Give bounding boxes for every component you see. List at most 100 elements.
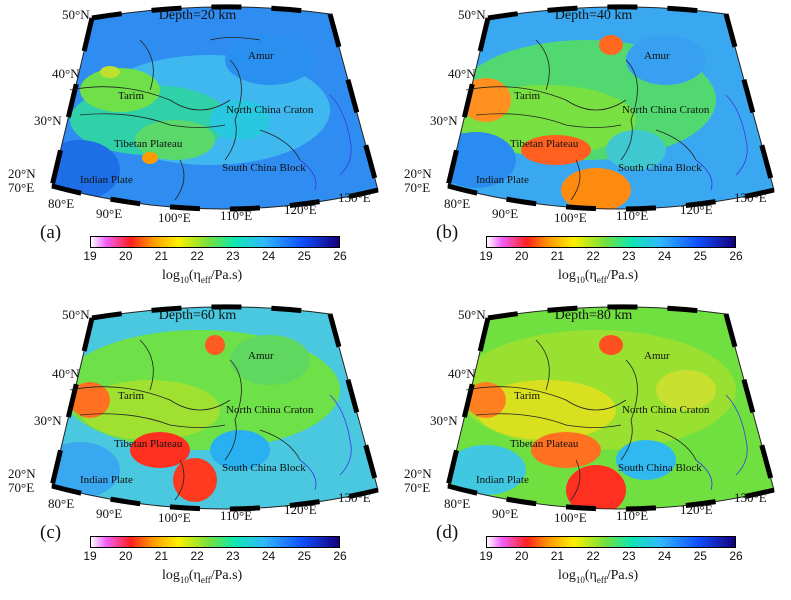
colorbar-tick: 20: [515, 249, 529, 263]
panel-letter: (a): [40, 222, 62, 243]
lon-label-120: 120°E: [284, 202, 317, 217]
colorbar-label-rest: /Pa.s): [606, 568, 639, 583]
colorbar-tick: 22: [586, 549, 600, 563]
lon-label-130: 130°E: [734, 190, 767, 205]
colorbar-tick: 19: [83, 549, 97, 563]
region-label-indian-plate: Indian Plate: [476, 174, 529, 186]
colorbar-label-sub: eff: [596, 574, 607, 585]
colorbar: [486, 236, 736, 248]
region-label-amur: Amur: [644, 350, 670, 362]
colorbar-tick: 26: [333, 549, 347, 563]
colorbar-ticks: 19 20 21 22 23 24 25 26: [83, 249, 346, 263]
lat-label-20: 20°N: [8, 166, 36, 181]
viscosity-map-d: [445, 304, 777, 512]
lon-label-100: 100°E: [554, 210, 587, 225]
colorbar-label-prefix: log: [162, 268, 180, 283]
lat-label-40: 40°N: [448, 366, 476, 381]
lon-label-110: 110°E: [616, 508, 649, 523]
lat-label-40: 40°N: [448, 66, 476, 81]
colorbar-label-sub: eff: [200, 574, 211, 585]
colorbar-label-open: (η: [188, 568, 201, 583]
lon-label-90: 90°E: [96, 506, 123, 521]
colorbar-ticks: 19 20 21 22 23 24 25 26: [83, 549, 346, 563]
colorbar-tick: 25: [693, 249, 707, 263]
viscosity-map-a: [49, 4, 381, 212]
colorbar-tick: 21: [154, 249, 169, 263]
lon-label-80: 80°E: [48, 496, 75, 511]
lon-label-100: 100°E: [158, 210, 191, 225]
colorbar-tick: 20: [119, 549, 133, 563]
lon-label-80: 80°E: [48, 196, 75, 211]
colorbar-label-rest: /Pa.s): [210, 268, 243, 283]
lat-label-30: 30°N: [34, 113, 62, 128]
panel-letter: (d): [436, 522, 459, 543]
lon-label-80: 80°E: [444, 196, 471, 211]
colorbar-tick: 21: [550, 249, 565, 263]
colorbar-tick: 25: [297, 549, 311, 563]
region-label-south-china-block: South China Block: [618, 162, 702, 174]
colorbar-label-rest: /Pa.s): [606, 268, 639, 283]
colorbar-tick: 24: [657, 549, 672, 563]
colorbar-tick: 20: [515, 549, 529, 563]
region-label-north-china-craton: North China Craton: [622, 104, 710, 116]
lon-label-120: 120°E: [284, 502, 317, 517]
colorbar-tick: 22: [586, 249, 600, 263]
region-label-north-china-craton: North China Craton: [226, 404, 314, 416]
colorbar-label: log10(ηeff/Pa.s): [162, 568, 242, 585]
region-label-tarim: Tarim: [118, 90, 145, 102]
colorbar-tick: 23: [226, 549, 240, 563]
colorbar-label-open: (η: [188, 268, 201, 283]
lat-label-20: 20°N: [404, 166, 432, 181]
region-label-north-china-craton: North China Craton: [622, 404, 710, 416]
lat-label-40: 40°N: [52, 366, 80, 381]
region-label-tarim: Tarim: [514, 390, 541, 402]
colorbar-tick: 19: [479, 249, 493, 263]
colorbar-label-rest: /Pa.s): [210, 568, 243, 583]
colorbar-label-open: (η: [584, 268, 597, 283]
panel-title: Depth=40 km: [554, 8, 633, 23]
lon-label-90: 90°E: [492, 206, 519, 221]
colorbar-label-open: (η: [584, 568, 597, 583]
colorbar-tick: 19: [83, 249, 97, 263]
lat-label-50: 50°N: [458, 7, 486, 22]
region-label-tibetan-plateau: Tibetan Plateau: [510, 138, 579, 150]
colorbar-tick: 26: [333, 249, 347, 263]
colorbar-tick: 24: [261, 249, 276, 263]
lon-label-80: 80°E: [444, 496, 471, 511]
colorbar-label-prefix: log: [558, 268, 576, 283]
colorbar-label: log10(ηeff/Pa.s): [162, 268, 242, 285]
map-panel-c: Depth=60 km 50°N 40°N 30°N 20°N 70°E 80°…: [0, 300, 395, 600]
colorbar-label: log10(ηeff/Pa.s): [558, 268, 638, 285]
colorbar-tick: 20: [119, 249, 133, 263]
colorbar: [90, 236, 340, 248]
lon-label-70: 70°E: [8, 480, 35, 495]
colorbar-label-base: 10: [575, 574, 585, 585]
panel-letter: (b): [436, 222, 459, 243]
colorbar-tick: 21: [550, 549, 565, 563]
lon-label-130: 130°E: [338, 490, 371, 505]
lon-label-90: 90°E: [96, 206, 123, 221]
colorbar-tick: 21: [154, 549, 169, 563]
lon-label-70: 70°E: [404, 480, 431, 495]
colorbar-label-prefix: log: [162, 568, 180, 583]
lat-label-50: 50°N: [62, 7, 90, 22]
colorbar-label-base: 10: [179, 274, 189, 285]
lon-label-130: 130°E: [338, 190, 371, 205]
lon-label-100: 100°E: [158, 510, 191, 525]
panel-title: Depth=60 km: [158, 308, 237, 323]
lon-label-110: 110°E: [616, 208, 649, 223]
region-label-south-china-block: South China Block: [222, 162, 306, 174]
colorbar-tick: 24: [657, 249, 672, 263]
region-label-amur: Amur: [644, 50, 670, 62]
region-label-tibetan-plateau: Tibetan Plateau: [114, 438, 183, 450]
region-label-indian-plate: Indian Plate: [80, 174, 133, 186]
region-label-tarim: Tarim: [514, 90, 541, 102]
region-label-south-china-block: South China Block: [222, 462, 306, 474]
lon-label-120: 120°E: [680, 502, 713, 517]
lat-label-20: 20°N: [404, 466, 432, 481]
lat-label-40: 40°N: [52, 66, 80, 81]
colorbar-tick: 22: [190, 249, 204, 263]
viscosity-map-c: [49, 304, 381, 512]
region-label-tarim: Tarim: [118, 390, 145, 402]
colorbar-tick: 19: [479, 549, 493, 563]
